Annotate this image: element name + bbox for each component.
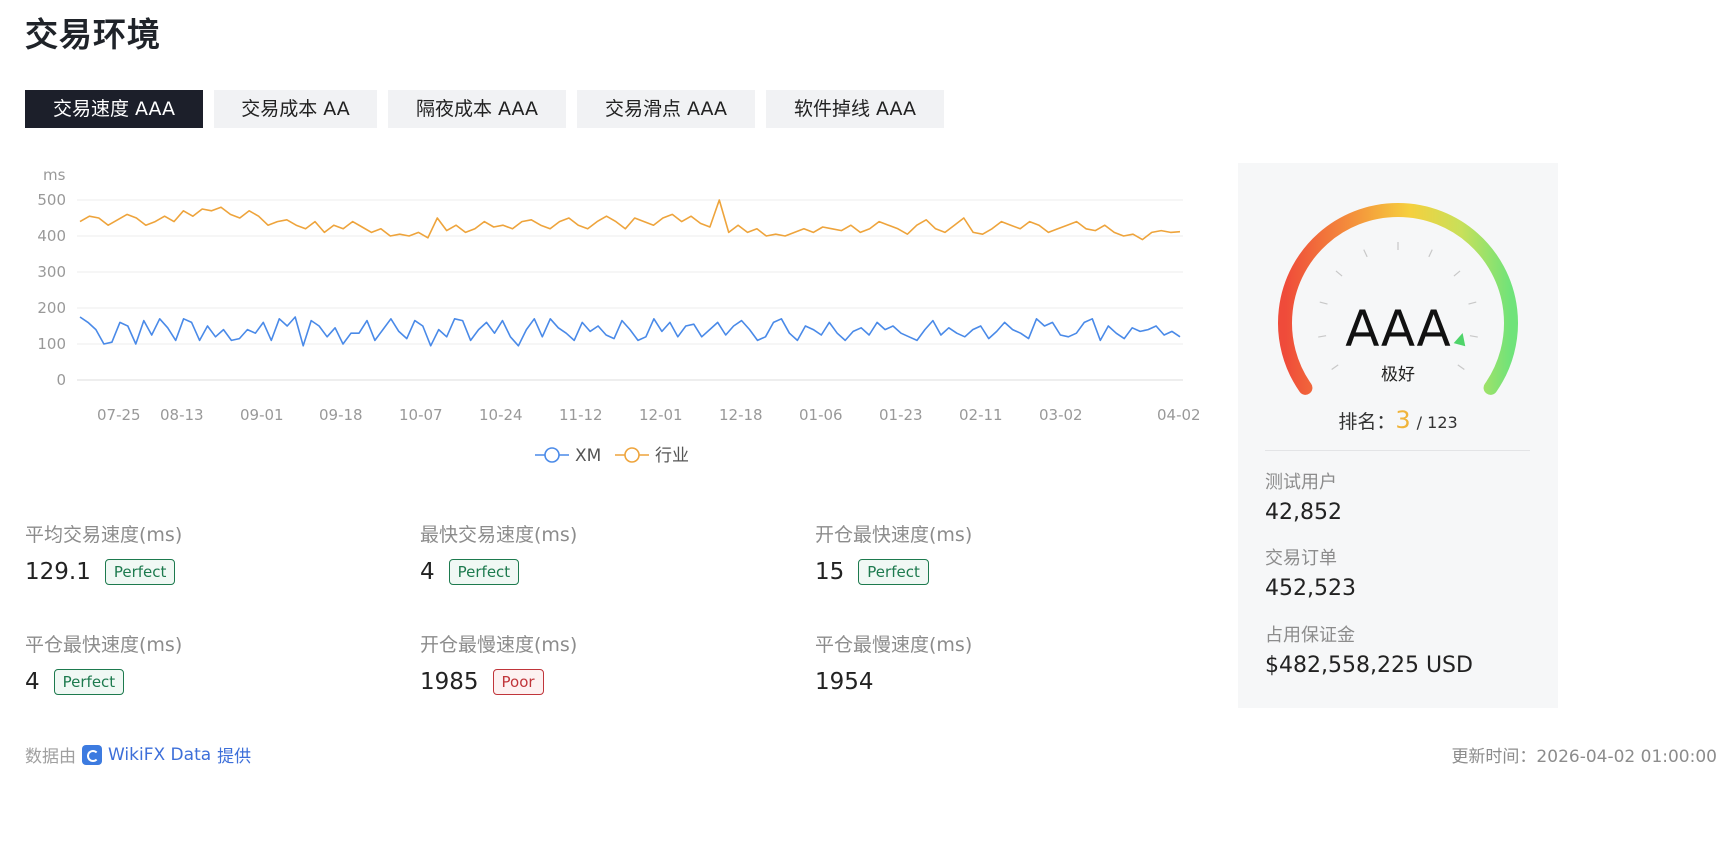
metric-value: 1985 (420, 669, 479, 695)
x-tick-label: 07-25 (97, 406, 141, 424)
y-tick-label: 400 (37, 227, 66, 245)
metric-label: 开仓最快速度(ms) (815, 524, 973, 546)
x-tick-label: 08-13 (160, 406, 204, 424)
gauge-tick (1335, 270, 1343, 277)
metric-label: 平均交易速度(ms) (25, 524, 183, 546)
rank-label: 排名： (1338, 411, 1396, 433)
gauge-tick (1428, 249, 1433, 258)
data-source: 数据由 WikiFX Data 提供 (25, 742, 251, 767)
metric-value: 129.1 (25, 559, 91, 585)
x-tick-label: 09-18 (319, 406, 363, 424)
metric-fastest-speed: 最快交易速度(ms) 4 Perfect (420, 520, 800, 585)
rating-gauge: AAA 极好 (1278, 203, 1518, 395)
metric-label: 平仓最慢速度(ms) (815, 634, 973, 656)
gauge-tick (1318, 335, 1327, 338)
stat-value-orders: 452,523 (1265, 576, 1356, 601)
metric-value: 1954 (815, 669, 874, 695)
rank-total: / 123 (1416, 413, 1458, 432)
divider (1265, 450, 1530, 451)
gauge-tick (1319, 301, 1328, 305)
gauge-pointer (1453, 333, 1466, 347)
legend-marker (624, 447, 640, 463)
status-badge: Perfect (104, 559, 176, 585)
legend-label: XM (575, 446, 601, 466)
x-tick-label: 09-01 (240, 406, 284, 424)
x-tick-label: 04-02 (1157, 406, 1200, 424)
rank-value: 3 (1395, 406, 1411, 434)
tab-bar: 交易速度 AAA 交易成本 AA 隔夜成本 AAA 交易滑点 AAA 软件掉线 … (25, 90, 944, 128)
status-badge: Perfect (858, 559, 929, 585)
gauge-arc (1278, 203, 1518, 395)
tab-disconnect[interactable]: 软件掉线 AAA (766, 90, 944, 128)
tab-overnight-cost[interactable]: 隔夜成本 AAA (388, 90, 566, 128)
x-tick-label: 12-18 (719, 406, 763, 424)
metric-avg-speed: 平均交易速度(ms) 129.1 Perfect (25, 520, 405, 585)
y-tick-label: 500 (37, 191, 66, 209)
source-prefix: 数据由 (25, 747, 76, 767)
status-badge: Poor (492, 669, 544, 695)
rating-desc: 极好 (1381, 365, 1415, 385)
x-tick-label: 01-23 (879, 406, 923, 424)
legend-marker (544, 447, 560, 463)
metric-value: 4 (25, 669, 40, 695)
wikifx-logo-icon (82, 744, 102, 765)
y-tick-label: 300 (37, 263, 66, 281)
x-tick-label: 12-01 (639, 406, 683, 424)
stat-label-orders: 交易订单 (1265, 548, 1337, 569)
source-brand-link[interactable]: WikiFX Data (108, 744, 212, 765)
y-axis-unit: ms (43, 166, 66, 184)
metric-value: 15 (815, 559, 845, 585)
x-tick-label: 10-07 (399, 406, 443, 424)
x-tick-label: 11-12 (559, 406, 603, 424)
status-badge: Perfect (448, 559, 520, 585)
y-tick-label: 200 (37, 299, 66, 317)
tab-trading-speed[interactable]: 交易速度 AAA (25, 90, 203, 128)
gauge-tick (1363, 249, 1368, 258)
x-tick-label: 03-02 (1039, 406, 1083, 424)
ranking: 排名：3 / 123 (1238, 406, 1558, 434)
source-suffix: 提供 (217, 747, 252, 767)
gauge-tick (1453, 270, 1461, 277)
y-tick-label: 0 (56, 371, 66, 389)
x-tick-label: 02-11 (959, 406, 1003, 424)
page-title: 交易环境 (25, 15, 161, 54)
gauge-tick (1457, 364, 1465, 370)
metric-value: 4 (420, 559, 435, 585)
x-tick-label: 10-24 (479, 406, 523, 424)
stat-value-test-users: 42,852 (1265, 500, 1342, 525)
update-time: 更新时间：2026-04-02 01:00:00 (1451, 747, 1717, 767)
tab-trading-cost[interactable]: 交易成本 AA (214, 90, 377, 128)
y-tick-label: 100 (37, 335, 66, 353)
metric-label: 平仓最快速度(ms) (25, 634, 183, 656)
series-line-industry (79, 199, 1181, 241)
x-tick-label: 01-06 (799, 406, 843, 424)
metric-close-slowest: 平仓最慢速度(ms) 1954 (815, 630, 1195, 695)
tab-slippage[interactable]: 交易滑点 AAA (577, 90, 755, 128)
gauge-tick (1468, 301, 1477, 305)
speed-line-chart: ms 0 100 200 300 400 500 07-25 08-13 09-01 09-18 10… (37, 166, 1200, 466)
rating-panel: AAA 极好 排名：3 / 123 测试用户 42,852 交易订单 452,52… (1238, 163, 1558, 708)
gauge-tick (1469, 335, 1478, 338)
metric-label: 最快交易速度(ms) (420, 524, 578, 546)
stat-label-test-users: 测试用户 (1265, 472, 1337, 493)
series-line-xm (79, 316, 1181, 347)
metric-open-fastest: 开仓最快速度(ms) 15 Perfect (815, 520, 1195, 585)
gauge-tick (1331, 364, 1339, 370)
stat-label-margin: 占用保证金 (1265, 625, 1355, 646)
metric-label: 开仓最慢速度(ms) (420, 634, 578, 656)
metric-close-fastest: 平仓最快速度(ms) 4 Perfect (25, 630, 405, 695)
metric-open-slowest: 开仓最慢速度(ms) 1985 Poor (420, 630, 800, 695)
stat-value-margin: $482,558,225 USD (1265, 653, 1473, 678)
rating-grade: AAA (1345, 300, 1450, 358)
legend-label: 行业 (655, 446, 689, 466)
status-badge: Perfect (53, 669, 125, 695)
